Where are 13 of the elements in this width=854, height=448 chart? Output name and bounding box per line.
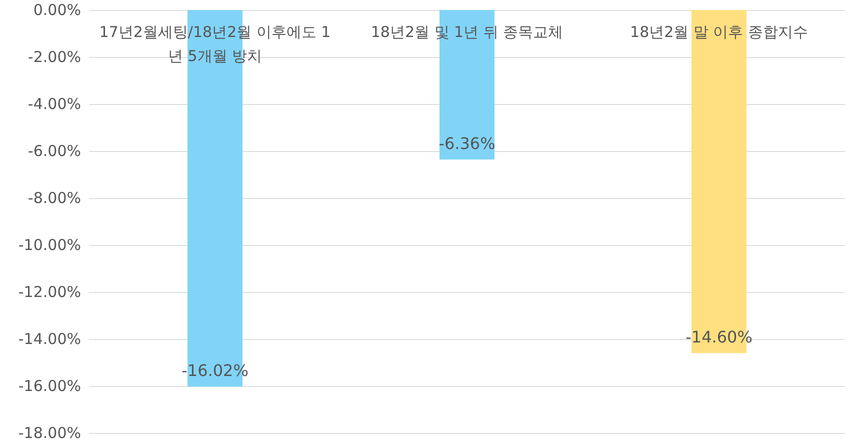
y-tick-label: -10.00% — [18, 236, 81, 254]
y-tick-label: 0.00% — [33, 1, 81, 19]
x-tick-label: 18년2월 말 이후 종합지수 — [630, 23, 808, 41]
y-tick-label: -16.00% — [18, 377, 81, 395]
y-tick-label: -6.00% — [28, 142, 81, 160]
y-tick-label: -8.00% — [28, 189, 81, 207]
y-tick-label: -12.00% — [18, 283, 81, 301]
y-tick-label: -18.00% — [18, 424, 81, 442]
data-label: -6.36% — [438, 134, 496, 153]
y-tick-label: -14.00% — [18, 330, 81, 348]
y-tick-label: -2.00% — [28, 48, 81, 66]
data-label: -14.60% — [686, 328, 752, 347]
y-tick-label: -4.00% — [28, 95, 81, 113]
